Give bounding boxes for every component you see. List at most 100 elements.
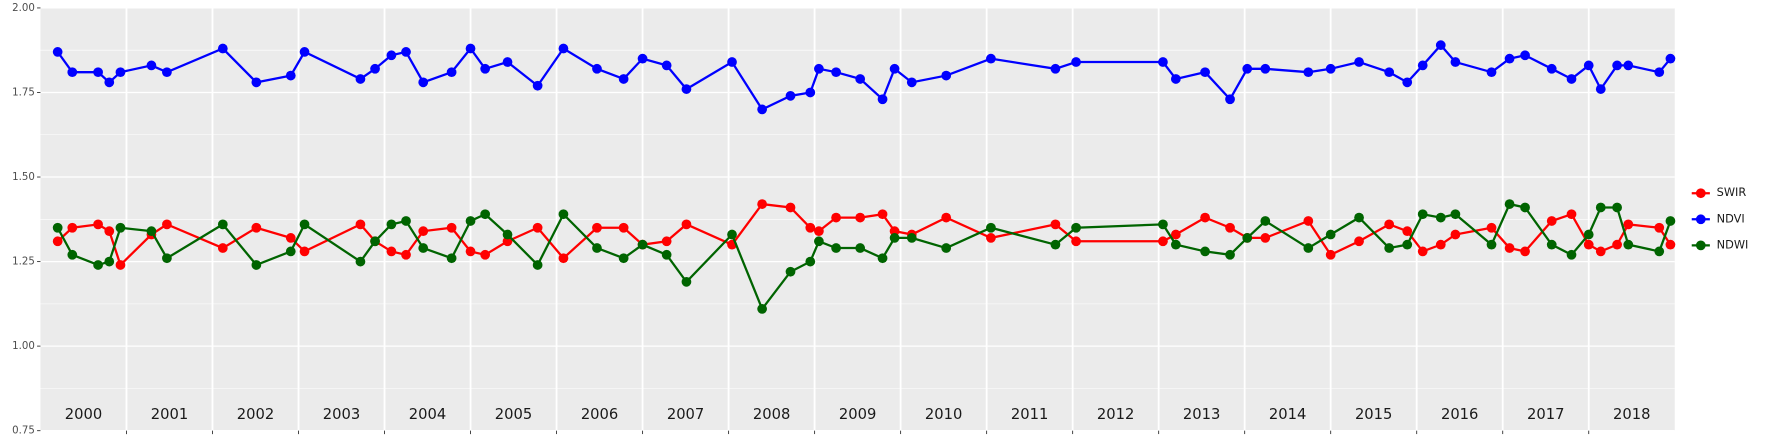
point (285, 246, 296, 257)
point (1504, 199, 1515, 209)
point (1435, 212, 1446, 223)
series-line (56, 202, 1672, 312)
point (785, 202, 796, 213)
point (1623, 219, 1634, 230)
point (618, 222, 629, 233)
point (814, 226, 824, 237)
point (502, 236, 513, 247)
point (1595, 202, 1606, 213)
point (1170, 239, 1181, 250)
year-label: 2014 (1269, 406, 1306, 423)
legend-marker (1695, 214, 1706, 225)
point (104, 77, 115, 88)
year-label: 2005 (495, 406, 532, 423)
point (355, 219, 366, 230)
point (1354, 57, 1364, 67)
point (1417, 60, 1428, 71)
point (1303, 243, 1314, 253)
point (1225, 222, 1235, 233)
point (1435, 239, 1446, 250)
point (1071, 222, 1081, 233)
point (1654, 222, 1665, 233)
point (67, 222, 78, 233)
point (1303, 216, 1314, 226)
point (941, 70, 952, 81)
point (618, 74, 629, 84)
point (1623, 60, 1634, 71)
point (480, 63, 491, 74)
point (986, 233, 996, 243)
legend-marker (1695, 188, 1706, 199)
point (1654, 67, 1665, 78)
point (877, 209, 888, 220)
point (814, 63, 824, 74)
year-label: 2011 (1011, 406, 1048, 423)
point (785, 90, 796, 101)
point (1354, 212, 1364, 223)
point (1260, 216, 1271, 226)
point (1595, 84, 1606, 94)
point (1486, 67, 1497, 78)
point (401, 249, 411, 260)
point (1417, 246, 1428, 257)
point (1595, 246, 1606, 257)
point (217, 243, 228, 253)
point (217, 219, 228, 230)
point (251, 77, 262, 88)
point (1450, 57, 1461, 67)
point (805, 87, 816, 98)
point (1242, 233, 1253, 243)
point (502, 57, 513, 67)
point (1566, 74, 1577, 84)
point (1225, 94, 1235, 105)
point (592, 243, 602, 253)
year-label: 2002 (237, 406, 274, 423)
point (727, 57, 737, 67)
point (1071, 236, 1081, 247)
point (52, 222, 63, 233)
point (592, 63, 602, 74)
legend-label: NDVI (1717, 211, 1745, 225)
point (115, 222, 126, 233)
point (877, 94, 888, 105)
point (558, 253, 569, 264)
point (1354, 236, 1364, 247)
point (401, 216, 411, 226)
point (418, 243, 429, 253)
point (1325, 63, 1336, 74)
point (1520, 50, 1530, 61)
point (681, 84, 692, 94)
point (1566, 209, 1577, 220)
point (1450, 209, 1461, 220)
point (681, 219, 692, 230)
y-tick-label: 1.50 (12, 172, 35, 183)
point (299, 246, 310, 257)
point (146, 60, 157, 71)
point (446, 253, 457, 264)
point (831, 212, 841, 223)
point (465, 216, 476, 226)
point (446, 67, 457, 78)
point (1325, 229, 1336, 240)
point (52, 47, 63, 57)
point (1665, 216, 1676, 226)
point (480, 249, 491, 260)
point (592, 222, 602, 233)
point (831, 67, 841, 78)
point (1384, 67, 1395, 78)
point (1583, 60, 1594, 71)
point (757, 199, 767, 209)
point (855, 74, 866, 84)
point (1200, 212, 1210, 223)
point (1158, 236, 1168, 247)
point (1612, 202, 1622, 213)
point (1583, 229, 1594, 240)
point (67, 67, 78, 78)
y-tick-label: 1.00 (12, 341, 35, 352)
point (465, 43, 476, 54)
point (1546, 63, 1557, 74)
point (1170, 229, 1181, 240)
point (1402, 226, 1413, 237)
